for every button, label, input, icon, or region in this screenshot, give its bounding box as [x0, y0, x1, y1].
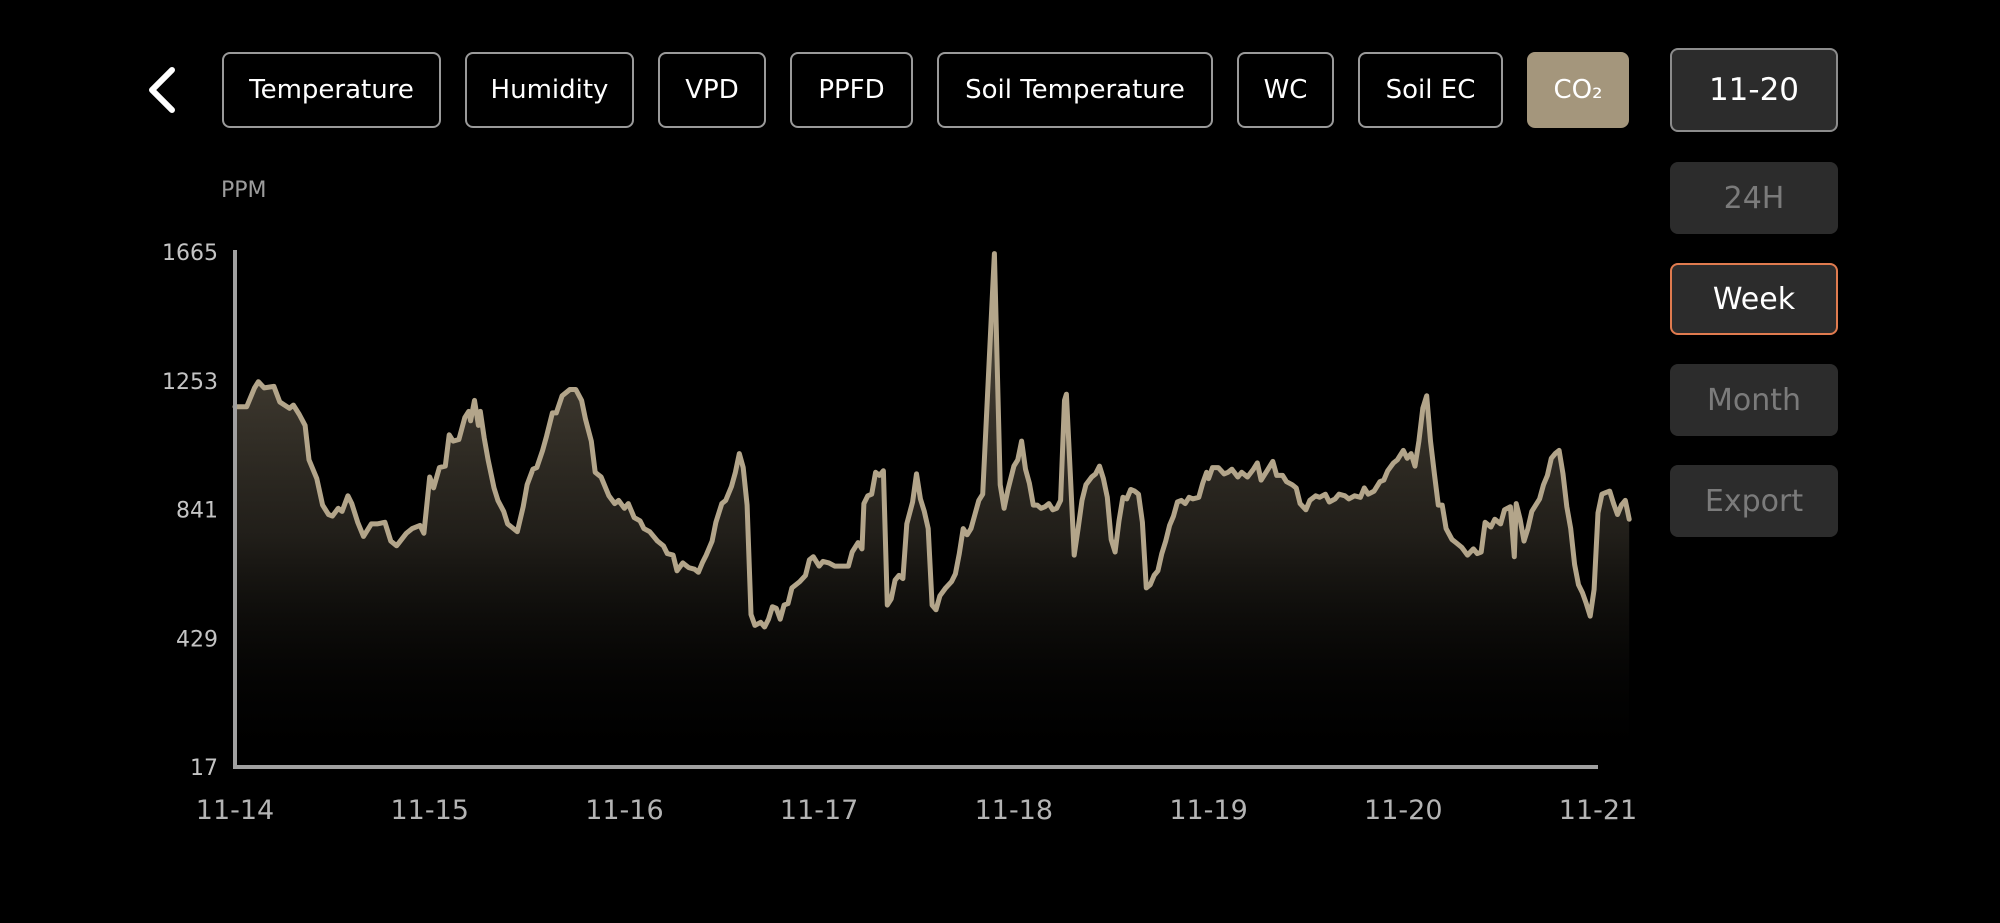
tab-co2[interactable]: CO₂ — [1527, 52, 1629, 128]
range-24h-button[interactable]: 24H — [1670, 162, 1838, 234]
x-tick-label: 11-17 — [780, 795, 858, 826]
back-button[interactable] — [140, 58, 190, 122]
co2-area-fill — [235, 253, 1630, 768]
tab-ppfd[interactable]: PPFD — [790, 52, 913, 128]
x-tick-label: 11-19 — [1169, 795, 1247, 826]
tab-humidity[interactable]: Humidity — [465, 52, 634, 128]
tab-soil-temperature[interactable]: Soil Temperature — [937, 52, 1213, 128]
x-tick-label: 11-20 — [1364, 795, 1442, 826]
y-axis-unit-label: PPM — [221, 178, 267, 203]
x-tick-label: 11-21 — [1559, 795, 1637, 826]
y-tick-label: 1665 — [162, 241, 218, 266]
co2-series-line — [232, 251, 1632, 630]
range-month-button[interactable]: Month — [1670, 364, 1838, 436]
y-tick-label: 17 — [190, 756, 218, 781]
export-button[interactable]: Export — [1670, 465, 1838, 537]
tab-wc[interactable]: WC — [1237, 52, 1334, 128]
tab-temperature[interactable]: Temperature — [222, 52, 441, 128]
y-tick-label: 841 — [176, 499, 218, 524]
date-selector-button[interactable]: 11-20 — [1670, 48, 1838, 132]
x-tick-label: 11-18 — [975, 795, 1053, 826]
chevron-left-icon — [149, 67, 175, 113]
x-tick-label: 11-16 — [585, 795, 663, 826]
range-week-button[interactable]: Week — [1670, 263, 1838, 335]
y-tick-label: 1253 — [162, 370, 218, 395]
tab-soil-ec[interactable]: Soil EC — [1358, 52, 1503, 128]
tab-vpd[interactable]: VPD — [658, 52, 766, 128]
x-tick-label: 11-14 — [196, 795, 274, 826]
x-tick-label: 11-15 — [390, 795, 468, 826]
y-tick-label: 429 — [176, 627, 218, 652]
